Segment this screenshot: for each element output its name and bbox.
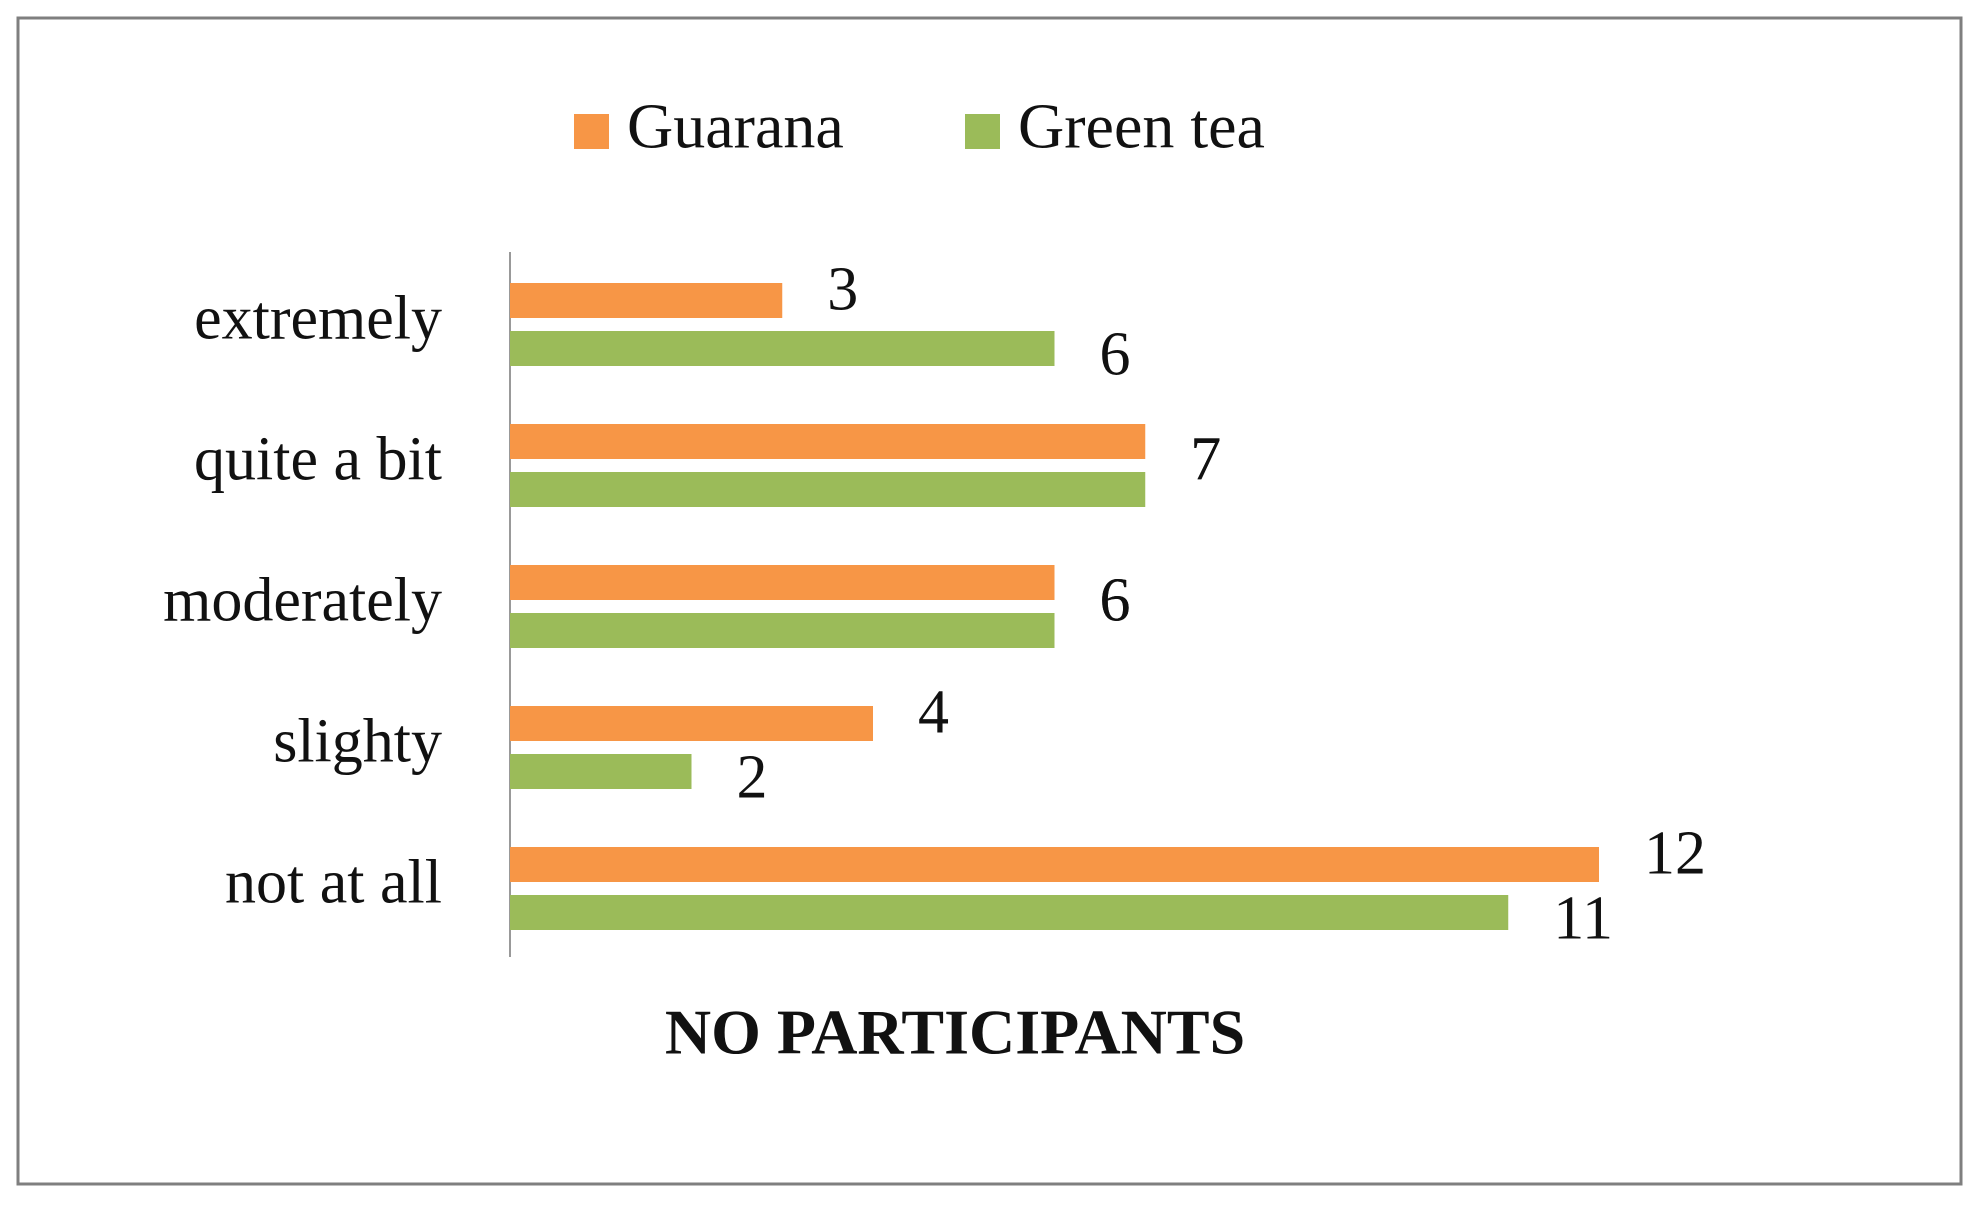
- data-label: 3: [827, 256, 858, 324]
- bar: [510, 565, 1055, 600]
- data-label: 7: [1190, 426, 1221, 494]
- data-label: 11: [1553, 885, 1613, 953]
- bar: [510, 283, 783, 318]
- legend-label: Green tea: [1018, 91, 1265, 162]
- data-label: 6: [1100, 567, 1131, 635]
- x-axis-title: NO PARTICIPANTS: [665, 997, 1245, 1068]
- legend-swatch: [965, 114, 1000, 149]
- bar: [510, 613, 1055, 648]
- y-tick-label: quite a bit: [194, 426, 442, 494]
- data-label: 6: [1100, 567, 1131, 635]
- bar: [510, 754, 692, 789]
- bar: [510, 424, 1146, 459]
- bar: [510, 895, 1509, 930]
- legend-swatch: [574, 114, 609, 149]
- chart-border: [16, 16, 1963, 1186]
- y-tick-label: slighty: [273, 708, 442, 776]
- bar: [510, 847, 1599, 882]
- bar: [510, 706, 873, 741]
- legend-label: Guarana: [627, 91, 844, 162]
- y-tick-label: moderately: [163, 567, 442, 635]
- data-label: 6: [1100, 321, 1131, 389]
- data-label: 12: [1644, 820, 1706, 888]
- bar: [510, 331, 1055, 366]
- data-label: 4: [918, 679, 949, 747]
- y-tick-label: not at all: [225, 849, 442, 917]
- data-label: 7: [1190, 426, 1221, 494]
- y-tick-label: extremely: [194, 285, 442, 353]
- bar: [510, 472, 1146, 507]
- data-label: 2: [737, 744, 768, 812]
